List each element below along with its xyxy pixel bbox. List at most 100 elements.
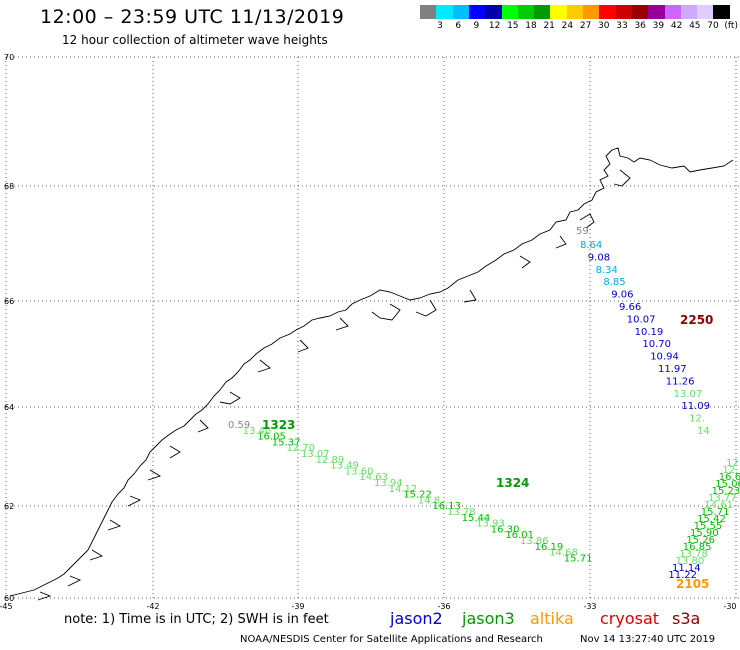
wave-height-value: 16.60 bbox=[719, 472, 740, 483]
track-jason3: 0.5913.4016.0515.3712.7013.0712.8913.491… bbox=[228, 420, 592, 564]
wave-height-value: 15.26 bbox=[686, 535, 715, 546]
wave-height-value: 9.66 bbox=[619, 302, 641, 313]
color-swatch bbox=[566, 5, 584, 19]
color-swatch bbox=[648, 5, 666, 19]
color-swatch bbox=[713, 5, 731, 19]
color-swatch bbox=[550, 5, 568, 19]
color-swatch bbox=[436, 5, 454, 19]
satellite-legend-altika: altika bbox=[530, 609, 574, 628]
satellite-legend-jason3: jason3 bbox=[462, 609, 515, 628]
color-scale-tick: 70 bbox=[707, 21, 719, 31]
wave-height-value: 11.09 bbox=[681, 401, 710, 412]
color-scale-tick: 30 bbox=[598, 21, 610, 31]
wave-height-value: 13.77 bbox=[708, 493, 737, 504]
wave-height-value: 13.94 bbox=[374, 478, 403, 489]
color-scale-tick: 6 bbox=[455, 21, 462, 31]
generated-timestamp: Nov 14 13:27:40 UTC 2019 bbox=[580, 634, 716, 645]
wave-height-value: 12. bbox=[722, 465, 738, 476]
wave-height-value: 16.85 bbox=[683, 542, 712, 553]
y-tick-label: 68 bbox=[4, 182, 14, 191]
wave-height-value: 13.78 bbox=[679, 549, 708, 560]
wave-height-value: 13.07 bbox=[674, 389, 703, 400]
wave-height-value: 16.13 bbox=[432, 501, 461, 512]
y-tick-label: 64 bbox=[4, 403, 14, 412]
wave-height-value: 11.22 bbox=[668, 570, 697, 581]
color-scale-tick: 21 bbox=[543, 21, 555, 31]
wave-height-value: 15.42 bbox=[697, 514, 726, 525]
y-tick-label: 66 bbox=[4, 297, 14, 306]
color-scale-tick: 27 bbox=[579, 21, 592, 31]
color-scale-tick: 45 bbox=[689, 21, 701, 31]
grid-lines bbox=[5, 56, 740, 599]
wave-height-value: 15.23 bbox=[712, 486, 740, 497]
wave-height-value: 14 bbox=[697, 426, 710, 437]
wave-height-value: 8.85 bbox=[603, 277, 625, 288]
wave-height-value: 13.07 bbox=[301, 449, 330, 460]
x-tick-label: -39 bbox=[291, 602, 304, 611]
color-swatch bbox=[599, 5, 617, 19]
wave-height-value: 15.22 bbox=[403, 490, 432, 501]
wave-height-value: 12. bbox=[689, 414, 705, 425]
color-scale-tick: 3 bbox=[437, 21, 443, 31]
color-scale-tick: 39 bbox=[652, 21, 665, 31]
pass-label-2250: 2250 bbox=[680, 313, 713, 327]
color-swatch bbox=[583, 5, 600, 19]
wave-height-value: 15.37 bbox=[272, 437, 301, 448]
pass-label-1324: 1324 bbox=[496, 476, 529, 490]
wave-height-value: 12.70 bbox=[286, 443, 315, 454]
wave-height-value: 11.14 bbox=[672, 563, 701, 574]
satellite-legend-jason2: jason2 bbox=[390, 609, 443, 628]
color-swatch bbox=[697, 5, 715, 19]
wave-height-value: 16.05 bbox=[257, 432, 286, 443]
wave-height-value: 14.12 bbox=[389, 484, 418, 495]
wave-height-value: 16.01 bbox=[505, 530, 534, 541]
color-scale-tick: 36 bbox=[634, 21, 646, 31]
x-tick-label: -33 bbox=[583, 602, 596, 611]
wave-height-value: 13.93 bbox=[476, 519, 505, 530]
map-subtitle: 12 hour collection of altimeter wave hei… bbox=[62, 33, 328, 47]
color-scale-tick: (ft) bbox=[724, 21, 738, 31]
color-scale-bar bbox=[420, 5, 731, 19]
wave-height-value: 13.80 bbox=[676, 556, 705, 567]
color-swatch bbox=[485, 5, 503, 19]
wave-height-value: 15.71 bbox=[701, 507, 730, 518]
y-axis-ticks: 70 68 66 64 62 60 bbox=[4, 53, 14, 603]
wave-height-value: 12.89 bbox=[316, 455, 345, 466]
map-title: 12:00 – 23:59 UTC 11/13/2019 bbox=[40, 6, 345, 28]
wave-height-value: 16.30 bbox=[491, 524, 520, 535]
wave-height-value: 14.63 bbox=[359, 472, 388, 483]
color-swatch bbox=[420, 5, 437, 19]
wave-height-value: 13.40 bbox=[243, 426, 272, 437]
color-scale-tick: 42 bbox=[670, 21, 683, 31]
pass-label-1323: 1323 bbox=[262, 418, 295, 432]
y-tick-label: 70 bbox=[4, 53, 14, 62]
wave-height-value: 15.06 bbox=[715, 479, 740, 490]
wave-height-value: 10.70 bbox=[642, 339, 671, 350]
wave-height-value: 14.61 bbox=[704, 500, 733, 511]
color-swatch bbox=[534, 5, 552, 19]
color-swatch bbox=[468, 5, 486, 19]
pass-label-2105: 2105 bbox=[676, 577, 709, 591]
wave-height-value: 11.97 bbox=[658, 364, 687, 375]
color-swatch bbox=[452, 5, 470, 19]
wave-height-value: 16.19 bbox=[535, 542, 564, 553]
value-label-59: 59 bbox=[576, 226, 589, 237]
wave-height-value: 14.8 bbox=[418, 495, 440, 506]
x-tick-label: -45 bbox=[0, 602, 13, 611]
wave-height-value: 11.26 bbox=[666, 376, 695, 387]
wave-height-value: 15.44 bbox=[462, 513, 491, 524]
wave-height-value: 15.90 bbox=[690, 528, 719, 539]
wave-height-value: 0.59 bbox=[228, 420, 250, 431]
x-tick-label: -36 bbox=[437, 602, 450, 611]
y-tick-label: 60 bbox=[4, 594, 14, 603]
color-swatch bbox=[664, 5, 682, 19]
color-swatch bbox=[615, 5, 633, 19]
wave-height-value: 15.55 bbox=[694, 521, 723, 532]
track-east-green: 1212.16.6015.0615.2313.7714.6115.7115.42… bbox=[668, 458, 740, 581]
color-scale-tick: 18 bbox=[525, 21, 537, 31]
color-scale-ticks: 3 6 9 12 15 18 21 24 27 30 33 36 39 42 45 70 (ft) bbox=[420, 21, 740, 33]
wave-height-value: 13.49 bbox=[330, 461, 359, 472]
wave-height-value: 9.08 bbox=[588, 252, 610, 263]
